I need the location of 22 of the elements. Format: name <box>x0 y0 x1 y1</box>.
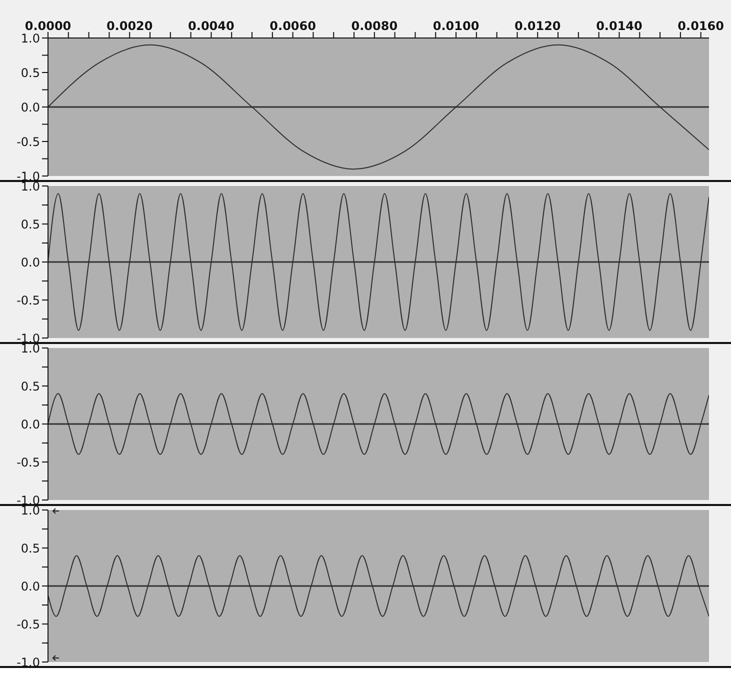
y-tick-label: 0.0 <box>20 579 40 594</box>
x-tick-label: 0.0140 <box>596 19 642 33</box>
x-tick-label: 0.0160 <box>678 19 724 33</box>
x-tick-label: 0.0060 <box>270 19 316 33</box>
y-tick-label: 0.0 <box>20 417 40 432</box>
x-tick-label: 0.0020 <box>106 19 153 33</box>
x-tick-label: 0.0080 <box>351 19 398 33</box>
y-tick-label: 1.0 <box>20 31 40 46</box>
y-tick-label: 0.5 <box>20 379 40 394</box>
y-tick-label: -0.5 <box>16 617 40 632</box>
x-tick-label: 0.0040 <box>188 19 234 33</box>
y-tick-label: -0.5 <box>16 455 40 470</box>
y-tick-label: 0.5 <box>20 217 40 232</box>
y-tick-label: 0.5 <box>20 66 40 80</box>
y-tick-label: 0.5 <box>20 541 40 556</box>
x-tick-label: 0.0120 <box>514 19 561 33</box>
y-tick-label: 0.0 <box>20 255 40 270</box>
y-tick-label: 0.0 <box>20 100 40 114</box>
x-tick-label: 0.0100 <box>432 19 480 33</box>
y-tick-label: -0.5 <box>16 134 40 149</box>
y-tick-label: -0.5 <box>16 293 40 308</box>
x-tick-label: 0.0000 <box>24 19 72 33</box>
